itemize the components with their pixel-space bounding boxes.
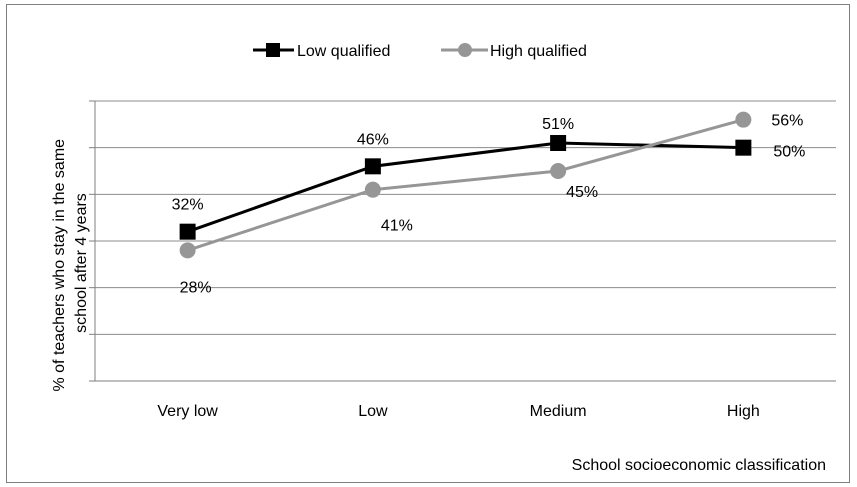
- data-point-marker: [364, 158, 381, 175]
- x-axis-title: School socioeconomic classification: [572, 457, 826, 474]
- data-label: 46%: [357, 131, 389, 148]
- data-point-marker: [550, 135, 567, 151]
- legend-item-high-qualified: High qualified: [441, 43, 587, 60]
- y-axis-title-line-1: % of teachers who stay in the same: [51, 139, 68, 392]
- x-tick-labels: Very low Low Medium High: [157, 403, 759, 420]
- series-line: [187, 118, 744, 252]
- data-point-marker: [550, 163, 567, 179]
- data-label: 56%: [771, 113, 803, 130]
- data-label: 32%: [172, 197, 204, 214]
- legend-marker-square: [266, 43, 280, 57]
- data-label: 45%: [566, 184, 598, 201]
- x-tick-label: High: [727, 403, 760, 420]
- legend: Low qualified High qualified: [253, 43, 587, 60]
- data-point-marker: [735, 139, 752, 156]
- x-tick-label: Medium: [530, 403, 587, 420]
- data-point-marker: [735, 111, 752, 128]
- legend-label-high-qualified: High qualified: [490, 43, 587, 60]
- series-line: [187, 141, 744, 234]
- markers: [179, 111, 752, 259]
- x-tick-label: Low: [358, 403, 388, 420]
- data-label: 51%: [542, 116, 574, 133]
- y-axis-title-line-2: school after 4 years: [73, 193, 90, 333]
- data-label: 50%: [773, 144, 805, 161]
- data-label: 28%: [180, 279, 212, 296]
- data-point-marker: [364, 181, 381, 198]
- legend-marker-circle: [458, 43, 472, 57]
- legend-label-low-qualified: Low qualified: [297, 43, 390, 60]
- data-point-marker: [179, 223, 196, 240]
- y-axis-title: % of teachers who stay in the same schoo…: [51, 134, 90, 391]
- legend-item-low-qualified: Low qualified: [253, 43, 390, 60]
- chart-frame: [6, 4, 850, 483]
- x-tick-label: Very low: [157, 403, 218, 420]
- data-point-marker: [179, 242, 196, 259]
- data-labels: 32% 46% 51% 50% 28% 41% 45% 56%: [172, 113, 806, 297]
- series-lines: [187, 118, 744, 252]
- gridlines: [89, 100, 836, 382]
- data-label: 41%: [381, 218, 413, 235]
